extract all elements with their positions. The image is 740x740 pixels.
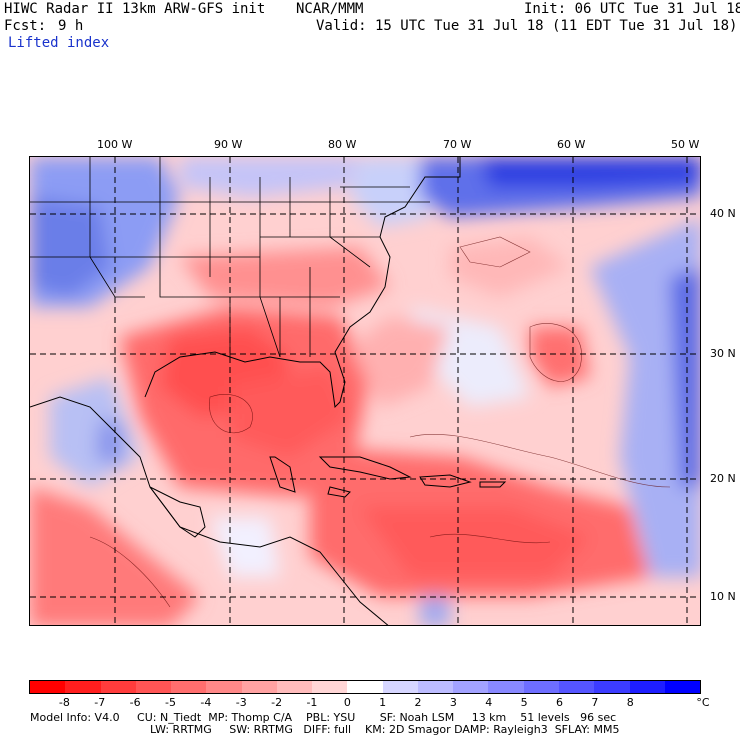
colorbar-tick-label: -7 <box>94 696 106 709</box>
colorbar-segment <box>347 681 383 693</box>
colorbar-tick-label: 0 <box>343 696 351 709</box>
coastlines <box>30 157 507 625</box>
colorbar-tick-label: 6 <box>556 696 564 709</box>
contours <box>89 236 671 608</box>
colorbar <box>29 680 701 694</box>
colorbar-segment <box>382 681 418 693</box>
model-info-line-2: LW: RRTMG SW: RRTMG DIFF: full KM: 2D Sm… <box>150 723 620 736</box>
field-title: Lifted index <box>8 35 110 51</box>
colorbar-tick-label: 2 <box>414 696 422 709</box>
lat-label-10n: 10 N <box>710 590 736 603</box>
colorbar-tick-label: -8 <box>58 696 70 709</box>
colorbar-unit: °C <box>696 696 710 709</box>
colorbar-tick-label: 5 <box>520 696 528 709</box>
colorbar-tick-label: -4 <box>200 696 212 709</box>
colorbar-tick-label: 3 <box>449 696 457 709</box>
colorbar-segment <box>312 681 348 693</box>
lat-label-30n: 30 N <box>710 347 736 360</box>
model-info-line-1: Model Info: V4.0 CU: N_Tiedt MP: Thomp C… <box>30 711 617 724</box>
colorbar-segment <box>629 681 665 693</box>
colorbar-segment <box>417 681 454 693</box>
lon-label-90w: 90 W <box>214 138 243 151</box>
colorbar-segment <box>664 681 701 693</box>
forecast-label: Fcst: <box>4 18 47 34</box>
colorbar-segment <box>206 681 242 693</box>
colorbar-segment <box>276 681 313 693</box>
lon-label-100w: 100 W <box>97 138 133 151</box>
lifted-index-map <box>29 156 701 626</box>
colorbar-tick-label: 4 <box>485 696 493 709</box>
colorbar-segment <box>594 681 630 693</box>
model-title: HIWC Radar II 13km ARW-GFS init <box>4 1 266 17</box>
lat-label-40n: 40 N <box>710 207 736 220</box>
lon-label-60w: 60 W <box>557 138 586 151</box>
colorbar-tick-label: 7 <box>591 696 599 709</box>
valid-time: Valid: 15 UTC Tue 31 Jul 18 (11 EDT Tue … <box>316 18 738 34</box>
colorbar-segment <box>453 681 489 693</box>
colorbar-tick-label: -5 <box>164 696 176 709</box>
lon-label-50w: 50 W <box>671 138 700 151</box>
colorbar-segment <box>488 681 524 693</box>
map-canvas <box>30 157 700 625</box>
colorbar-tick-label: -1 <box>306 696 318 709</box>
colorbar-segment <box>523 681 559 693</box>
colorbar-tick-label: 1 <box>379 696 387 709</box>
colorbar-segment <box>100 681 136 693</box>
lon-label-70w: 70 W <box>443 138 472 151</box>
lat-label-20n: 20 N <box>710 472 736 485</box>
forecast-hour: 9 h <box>58 18 84 34</box>
colorbar-tick-label: 8 <box>626 696 634 709</box>
colorbar-segment <box>558 681 595 693</box>
organization-label: NCAR/MMM <box>296 1 364 17</box>
lat-lon-grid <box>30 157 700 625</box>
colorbar-segment <box>171 681 207 693</box>
lon-label-80w: 80 W <box>328 138 357 151</box>
colorbar-segment <box>241 681 277 693</box>
colorbar-tick-label: -6 <box>129 696 141 709</box>
colorbar-segment <box>135 681 172 693</box>
colorbar-segment <box>30 681 66 693</box>
colorbar-tick-label: -3 <box>235 696 247 709</box>
init-time: Init: 06 UTC Tue 31 Jul 18 <box>524 1 740 17</box>
colorbar-segment <box>65 681 101 693</box>
colorbar-tick-label: -2 <box>271 696 283 709</box>
